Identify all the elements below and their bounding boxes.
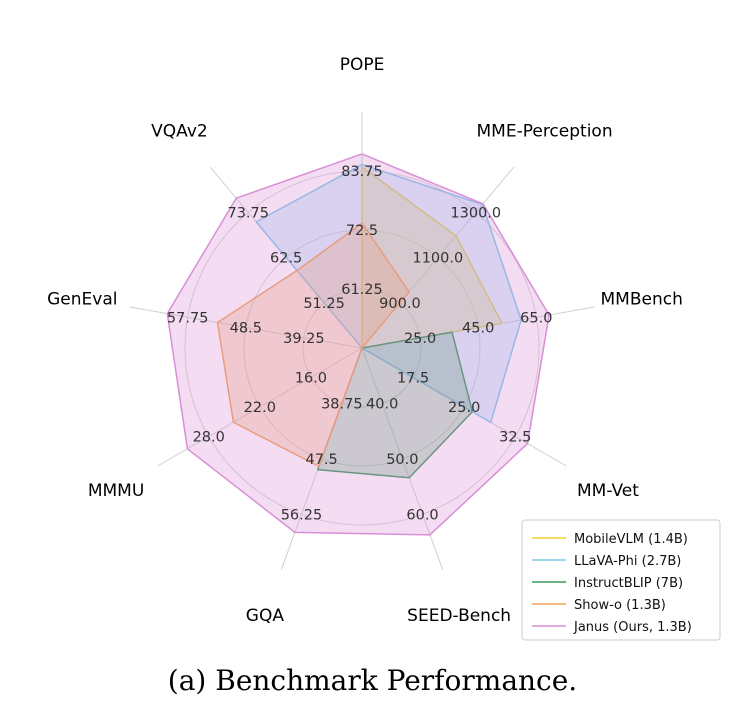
axis-label-mme-perception: MME-Perception (477, 121, 613, 141)
tick-label-vqav2-2: 62.5 (270, 251, 302, 267)
legend-entry-instructblip-7b: InstructBLIP (7B) (574, 576, 683, 591)
tick-label-seed-bench-1: 40.0 (366, 396, 398, 412)
axis-label-mm-vet: MM-Vet (577, 481, 639, 501)
spoke-seed-bench (361, 347, 444, 570)
legend-box (521, 519, 721, 641)
tick-label-mme-perception-2: 1100.0 (412, 251, 463, 267)
tick-label-mm-vet-2: 25.0 (448, 400, 480, 416)
spoke-geneval (129, 306, 363, 349)
figure-caption: (a) Benchmark Performance. (167, 664, 578, 697)
tick-label-pope-3: 83.75 (341, 164, 383, 180)
legend-entry-janus-ours-1-3b: Janus (Ours, 1.3B) (573, 620, 692, 635)
spoke-mmmu (157, 347, 363, 467)
tick-label-vqav2-3: 73.75 (227, 205, 269, 221)
tick-label-gqa-3: 56.25 (281, 507, 323, 523)
tick-label-mmbench-3: 65.0 (520, 310, 552, 326)
axis-label-pope: POPE (340, 55, 385, 75)
tick-label-geneval-3: 57.75 (167, 310, 209, 326)
axis-label-seed-bench: SEED-Bench (407, 606, 511, 626)
legend-entry-llava-phi-2-7b: LLaVA-Phi (2.7B) (574, 554, 681, 569)
axis-label-mmmu: MMMU (88, 481, 144, 501)
radar-chart: 61.25 72.5 83.75 900.0 1100.0 1300.0 25.0 45.0 6… (47, 55, 721, 641)
tick-label-mmmu-2: 22.0 (244, 400, 276, 416)
tick-label-gqa-2: 47.5 (305, 452, 337, 468)
tick-label-seed-bench-2: 50.0 (386, 452, 418, 468)
axis-label-vqav2: VQAv2 (151, 121, 208, 141)
tick-label-mmbench-2: 45.0 (462, 321, 494, 337)
tick-label-geneval-1: 39.25 (283, 331, 325, 347)
legend-entry-mobilevlm-1-4b: MobileVLM (1.4B) (574, 532, 688, 547)
series-llava-phi-2-7b (255, 163, 522, 424)
tick-label-mme-perception-3: 1300.0 (450, 205, 501, 221)
tick-label-mm-vet-1: 17.5 (397, 371, 429, 387)
tick-label-pope-1: 61.25 (341, 282, 383, 298)
radar-series (166, 153, 550, 536)
tick-labels: 61.25 72.5 83.75 900.0 1100.0 1300.0 25.0 45.0 6… (167, 164, 553, 523)
tick-label-gqa-1: 38.75 (321, 396, 363, 412)
axis-label-mmbench: MMBench (601, 290, 683, 310)
tick-label-mm-vet-3: 32.5 (499, 430, 531, 446)
legend-entry-show-o-1-3b: Show-o (1.3B) (574, 598, 666, 613)
axis-labels: POPE MME-Perception MMBench MM-Vet SEED-Benc… (47, 55, 683, 626)
tick-label-seed-bench-3: 60.0 (406, 507, 438, 523)
axis-label-gqa: GQA (246, 606, 285, 626)
tick-label-geneval-2: 48.5 (230, 321, 262, 337)
series-show-o-1-3b (216, 222, 410, 468)
tick-label-pope-2: 72.5 (346, 223, 378, 239)
tick-label-mme-perception-1: 900.0 (379, 296, 421, 312)
tick-label-mmmu-1: 16.0 (295, 371, 327, 387)
legend: MobileVLM (1.4B) LLaVA-Phi (2.7B) Instruct… (521, 519, 721, 641)
tick-label-mmbench-1: 25.0 (404, 331, 436, 347)
series-mobilevlm-1-4b (361, 166, 503, 349)
tick-label-mmmu-3: 28.0 (193, 430, 225, 446)
axis-label-geneval: GenEval (47, 290, 117, 310)
series-janus-ours-1-3b (166, 153, 550, 536)
tick-label-vqav2-1: 51.25 (303, 296, 345, 312)
